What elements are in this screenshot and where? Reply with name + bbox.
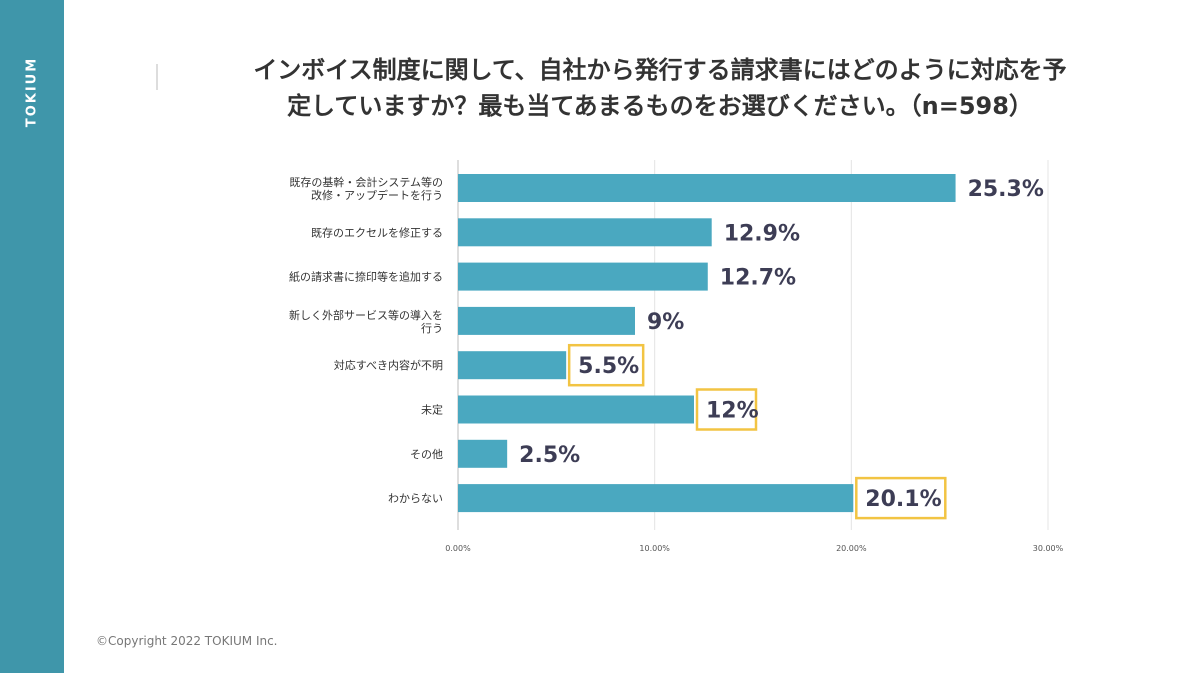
category-label: 既存の基幹・会計システム等の xyxy=(289,175,443,189)
bar xyxy=(458,306,635,335)
data-label: 25.3% xyxy=(968,177,1044,202)
data-label: 12.7% xyxy=(720,266,796,291)
bar xyxy=(458,262,708,291)
chart-title-line2: 定していますか？最も当てあまるものをお選びください。（n=598） xyxy=(287,92,1033,120)
data-label: 2.5% xyxy=(519,443,580,468)
category-label: その他 xyxy=(410,448,443,461)
category-label: 未定 xyxy=(421,403,443,417)
data-label: 12.9% xyxy=(724,221,800,246)
data-label: 5.5% xyxy=(578,354,639,379)
x-tick-label: 30.00% xyxy=(1033,544,1064,553)
highlight-box xyxy=(567,343,645,387)
chart-title-line1: インボイス制度に関して、自社から発行する請求書にはどのように対応を予 xyxy=(253,56,1067,84)
data-label: 20.1% xyxy=(865,487,941,512)
bar xyxy=(458,351,567,380)
bar xyxy=(458,174,956,202)
category-label: 改修・アップデートを行う xyxy=(311,188,443,202)
category-label: 対応すべき内容が不明 xyxy=(334,358,443,372)
bar xyxy=(458,484,854,513)
highlight-box xyxy=(855,476,947,520)
title-divider xyxy=(156,64,158,90)
bar xyxy=(458,439,508,468)
highlight-box xyxy=(695,388,758,431)
copyright-text: ©Copyright 2022 TOKIUM Inc. xyxy=(96,634,278,648)
bar xyxy=(458,395,694,424)
data-label: 12% xyxy=(706,399,759,424)
bar xyxy=(458,218,712,247)
x-tick-label: 10.00% xyxy=(639,544,670,553)
x-tick-label: 0.00% xyxy=(445,544,471,553)
data-label: 9% xyxy=(647,310,684,335)
category-label: わからない xyxy=(388,492,443,505)
category-label: 既存のエクセルを修正する xyxy=(311,225,443,239)
x-tick-label: 20.00% xyxy=(836,544,867,553)
category-label: 新しく外部サービス等の導入を xyxy=(289,308,443,322)
category-label: 紙の請求書に捺印等を追加する xyxy=(289,270,443,284)
chart-title: インボイス制度に関して、自社から発行する請求書にはどのように対応を予 定していま… xyxy=(120,52,1200,124)
sidebar-stripe: TOKIUM xyxy=(0,0,64,673)
category-label: 行う xyxy=(421,322,443,335)
